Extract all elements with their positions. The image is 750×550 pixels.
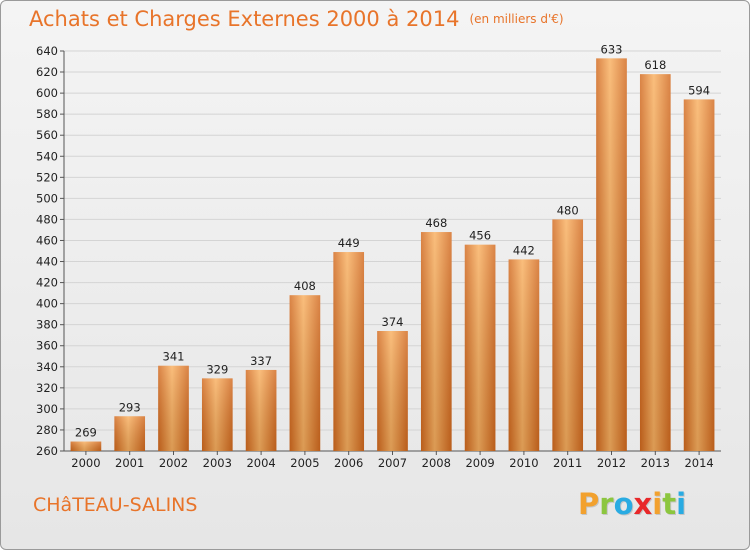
logo-letter: P — [578, 487, 600, 521]
x-tick-label: 2013 — [641, 456, 670, 470]
bar-shade — [464, 244, 496, 451]
bar-shade — [114, 416, 146, 451]
y-tick-label: 340 — [36, 360, 58, 374]
y-tick-label: 640 — [36, 44, 58, 58]
bar-shade — [683, 99, 715, 451]
bars: 269 293 341 329 337 408 449 374 468 456 442 480 633 6… — [70, 42, 715, 452]
bar-shade — [639, 74, 671, 451]
y-tick-label: 560 — [36, 128, 58, 142]
x-tick-label: 2009 — [465, 456, 494, 470]
bar-shade — [552, 219, 584, 451]
x-tick-label: 2010 — [509, 456, 538, 470]
bar-value-label: 442 — [513, 243, 535, 257]
x-tick-label: 2000 — [71, 456, 100, 470]
y-tick-label: 280 — [36, 423, 58, 437]
y-tick-label: 620 — [36, 65, 58, 79]
x-tick-label: 2005 — [290, 456, 319, 470]
y-tick-label: 360 — [36, 339, 58, 353]
x-tick-label: 2006 — [334, 456, 363, 470]
bar-shade — [201, 378, 233, 451]
x-tick-label: 2007 — [378, 456, 407, 470]
bar-shade — [508, 259, 540, 451]
chart-subtitle: (en milliers d'€) — [469, 12, 564, 26]
y-tick-label: 500 — [36, 191, 58, 205]
chart-title-text: Achats et Charges Externes 2000 à 2014 — [29, 7, 460, 31]
bar-value-label: 269 — [75, 426, 97, 440]
bar-shade — [596, 58, 627, 452]
x-tick-label: 2002 — [159, 456, 188, 470]
bar-value-label: 633 — [601, 42, 623, 56]
bar-value-label: 341 — [163, 350, 185, 364]
x-tick-label: 2012 — [597, 456, 626, 470]
logo-letter: t — [662, 487, 677, 521]
chart-title: Achats et Charges Externes 2000 à 2014 (e… — [29, 7, 564, 31]
y-tick-label: 540 — [36, 149, 58, 163]
y-tick-label: 480 — [36, 212, 58, 226]
bar-shade — [245, 369, 277, 451]
y-tick-label: 520 — [36, 170, 58, 184]
bar-shade — [333, 252, 365, 451]
logo-letter: o — [613, 487, 634, 521]
bar-value-label: 594 — [688, 83, 710, 97]
bar-shade — [377, 331, 408, 451]
bar-value-label: 293 — [119, 400, 141, 414]
y-tick-label: 300 — [36, 402, 58, 416]
y-tick-label: 380 — [36, 318, 58, 332]
x-tick-label: 2008 — [422, 456, 451, 470]
x-tick-label: 2011 — [553, 456, 582, 470]
bar-value-label: 618 — [644, 58, 666, 72]
y-tick-label: 600 — [36, 86, 58, 100]
bar-value-label: 449 — [338, 236, 360, 250]
bar-value-label: 374 — [382, 315, 404, 329]
bar-shade — [70, 441, 102, 451]
bar-value-label: 337 — [250, 354, 272, 368]
bar-value-label: 408 — [294, 279, 316, 293]
logo-letter: x — [633, 487, 653, 521]
commune-name: CHâTEAU-SALINS — [33, 494, 198, 516]
bar-value-label: 329 — [206, 362, 228, 376]
y-tick-label: 320 — [36, 381, 58, 395]
x-tick-label: 2003 — [203, 456, 232, 470]
bar-value-label: 456 — [469, 229, 491, 243]
x-axis: 2000 2001 2002 2003 2004 2005 2006 2007 2008 2009… — [71, 451, 714, 470]
x-tick-label: 2004 — [246, 456, 275, 470]
bar-shade — [420, 232, 452, 451]
bar-shade — [158, 365, 189, 451]
proxiti-logo[interactable]: Proxiti — [578, 487, 686, 521]
logo-letter: i — [676, 487, 687, 521]
y-tick-label: 400 — [36, 297, 58, 311]
bar-shade — [289, 295, 321, 451]
x-tick-label: 2014 — [684, 456, 713, 470]
y-tick-label: 440 — [36, 255, 58, 269]
bar-value-label: 480 — [557, 203, 579, 217]
logo-letter: r — [599, 487, 614, 521]
logo-letter: i — [652, 487, 663, 521]
y-tick-label: 260 — [36, 444, 58, 458]
y-tick-label: 420 — [36, 276, 58, 290]
bar-value-label: 468 — [425, 216, 447, 230]
y-tick-label: 580 — [36, 107, 58, 121]
x-tick-label: 2001 — [115, 456, 144, 470]
y-tick-label: 460 — [36, 233, 58, 247]
